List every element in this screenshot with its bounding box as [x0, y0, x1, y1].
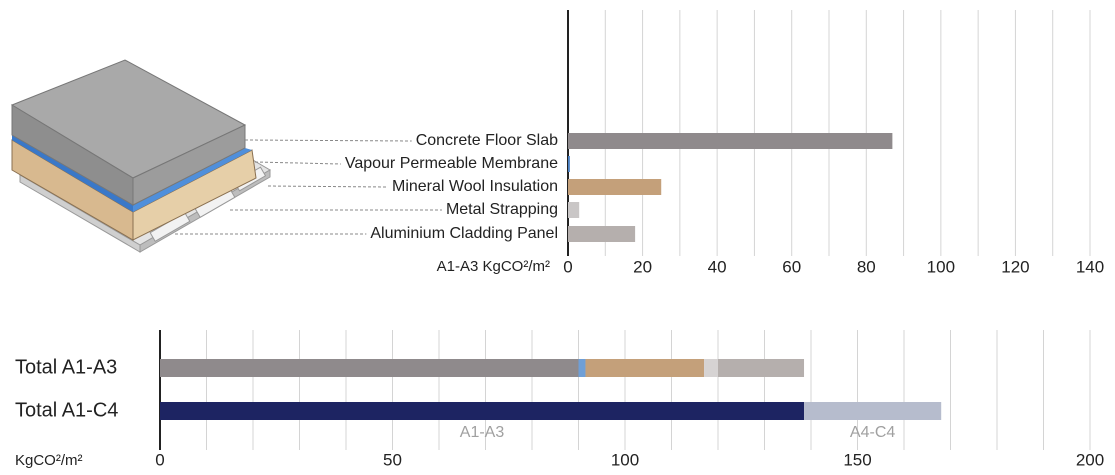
- x-tick-label: 200: [1076, 450, 1104, 469]
- category-label: Mineral Wool Insulation: [392, 178, 558, 195]
- x-tick-label: 150: [843, 450, 871, 469]
- bar-segment: [160, 402, 804, 420]
- x-tick-label: 100: [611, 450, 639, 469]
- category-label: Concrete Floor Slab: [416, 132, 558, 149]
- category-label: Total A1-C4: [15, 399, 118, 421]
- x-axis-label: A1-A3 KgCO²/m²: [437, 258, 550, 275]
- x-tick-label: 100: [927, 257, 955, 276]
- category-label: Aluminium Cladding Panel: [370, 225, 558, 242]
- x-tick-label: 60: [782, 257, 801, 276]
- bar-segment: [718, 359, 804, 377]
- bar: [568, 133, 892, 149]
- category-label: Total A1-A3: [15, 356, 117, 378]
- bar-segment: [579, 359, 586, 377]
- bar-segment: [804, 402, 941, 420]
- bar-segment: [704, 359, 718, 377]
- category-label: Metal Strapping: [446, 201, 558, 218]
- category-label: Vapour Permeable Membrane: [345, 155, 558, 172]
- floor-illustration: [12, 60, 270, 252]
- leader-line: [255, 162, 341, 164]
- bar: [568, 179, 661, 195]
- x-tick-label: 0: [563, 257, 572, 276]
- leader-line: [245, 140, 412, 141]
- bar: [568, 156, 570, 172]
- bar: [568, 202, 579, 218]
- segment-label: A4-C4: [850, 424, 895, 441]
- x-axis-label: KgCO²/m²: [15, 452, 83, 469]
- bar-segment: [160, 359, 579, 377]
- page: 0 20 40 60 80 100 120 140 A1-A3 KgCO²/m² Concrete…: [0, 0, 1115, 475]
- bar-segment: [585, 359, 704, 377]
- x-tick-label: 50: [383, 450, 402, 469]
- leader-line: [268, 186, 388, 187]
- x-tick-label: 80: [857, 257, 876, 276]
- x-tick-label: 0: [155, 450, 164, 469]
- bar: [568, 226, 635, 242]
- x-tick-label: 140: [1076, 257, 1104, 276]
- segment-label: A1-A3: [460, 424, 505, 441]
- x-tick-label: 120: [1001, 257, 1029, 276]
- x-tick-label: 40: [708, 257, 727, 276]
- x-tick-label: 20: [633, 257, 652, 276]
